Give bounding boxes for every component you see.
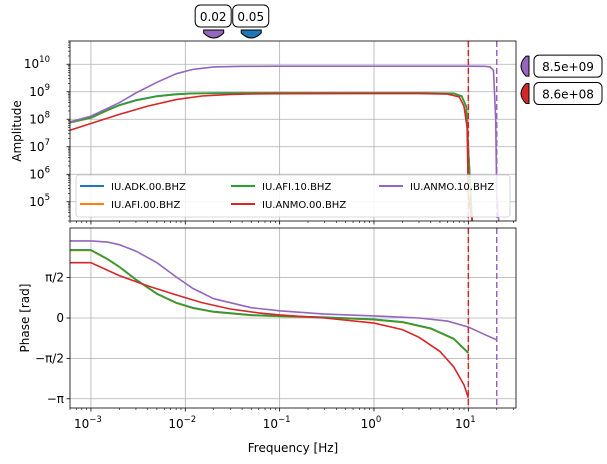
legend-label: IU.AFI.10.BHZ xyxy=(262,182,331,193)
amplitude-ylabel: Amplitude xyxy=(10,100,24,162)
right-annotation-marker xyxy=(520,55,530,77)
phase-y-tick-label: −π/2 xyxy=(35,351,64,365)
right-annotation-label: 8.6e+08 xyxy=(542,88,594,102)
x-tick-label: 100 xyxy=(361,415,382,431)
amplitude-series-line xyxy=(69,92,473,222)
x-tick-label: 10−1 xyxy=(263,415,291,431)
ticks-group: 10−3 10−2 10−1 100 101 105 106 107 108 109 1010 −π −… xyxy=(24,40,514,431)
x-tick-label: 10−3 xyxy=(74,415,102,431)
amp-y-tick-label: 1010 xyxy=(24,55,50,71)
xlabel: Frequency [Hz] xyxy=(248,441,339,455)
phase-y-tick-label: −π xyxy=(47,392,64,406)
right-annotation-label: 8.5e+09 xyxy=(542,60,594,74)
phase-series-line xyxy=(70,249,469,354)
top-annotation-box xyxy=(232,4,270,28)
amp-y-tick-label: 105 xyxy=(29,193,50,209)
legend-label: IU.ANMO.00.BHZ xyxy=(262,200,346,211)
amp-y-tick-label: 109 xyxy=(29,83,50,99)
legend: IU.ADK.00.BHZ IU.AFI.00.BHZ IU.AFI.10.BHZ I… xyxy=(75,174,511,218)
legend-label: IU.ADK.00.BHZ xyxy=(111,182,186,193)
phase-ylabel: Phase [rad] xyxy=(18,284,32,353)
right-annotation-box xyxy=(533,82,603,106)
amplitude-series-line xyxy=(69,92,473,222)
x-tick-label: 10−2 xyxy=(168,415,196,431)
amplitude-series-line xyxy=(69,65,500,222)
top-annotation-label: 0.05 xyxy=(237,10,264,24)
top-annotation-box xyxy=(194,4,232,28)
phase-series-line xyxy=(70,240,498,341)
right-annotation-marker xyxy=(520,83,530,105)
x-tick-label: 101 xyxy=(455,415,476,431)
amplitude-series-group xyxy=(69,65,500,222)
amp-y-tick-label: 106 xyxy=(29,165,50,181)
legend-label: IU.AFI.00.BHZ xyxy=(111,200,180,211)
phase-y-tick-label: π/2 xyxy=(45,271,64,285)
phase-y-tick-label: 0 xyxy=(56,311,64,325)
amp-y-tick-label: 108 xyxy=(29,110,50,126)
legend-label: IU.ANMO.10.BHZ xyxy=(410,182,494,193)
right-annotation-box xyxy=(533,54,603,78)
amp-y-tick-label: 107 xyxy=(29,138,50,154)
top-annotation-label: 0.02 xyxy=(200,10,227,24)
amplitude-axes-frame xyxy=(69,40,517,222)
annotations-group: 0.02 0.05 8.5e+09 8.6e+08 xyxy=(194,4,603,106)
amplitude-grid xyxy=(70,41,516,221)
phase-series-group xyxy=(70,240,498,398)
top-annotation-marker xyxy=(203,29,225,39)
top-annotation-marker xyxy=(240,29,262,39)
phase-series-line xyxy=(70,261,470,398)
